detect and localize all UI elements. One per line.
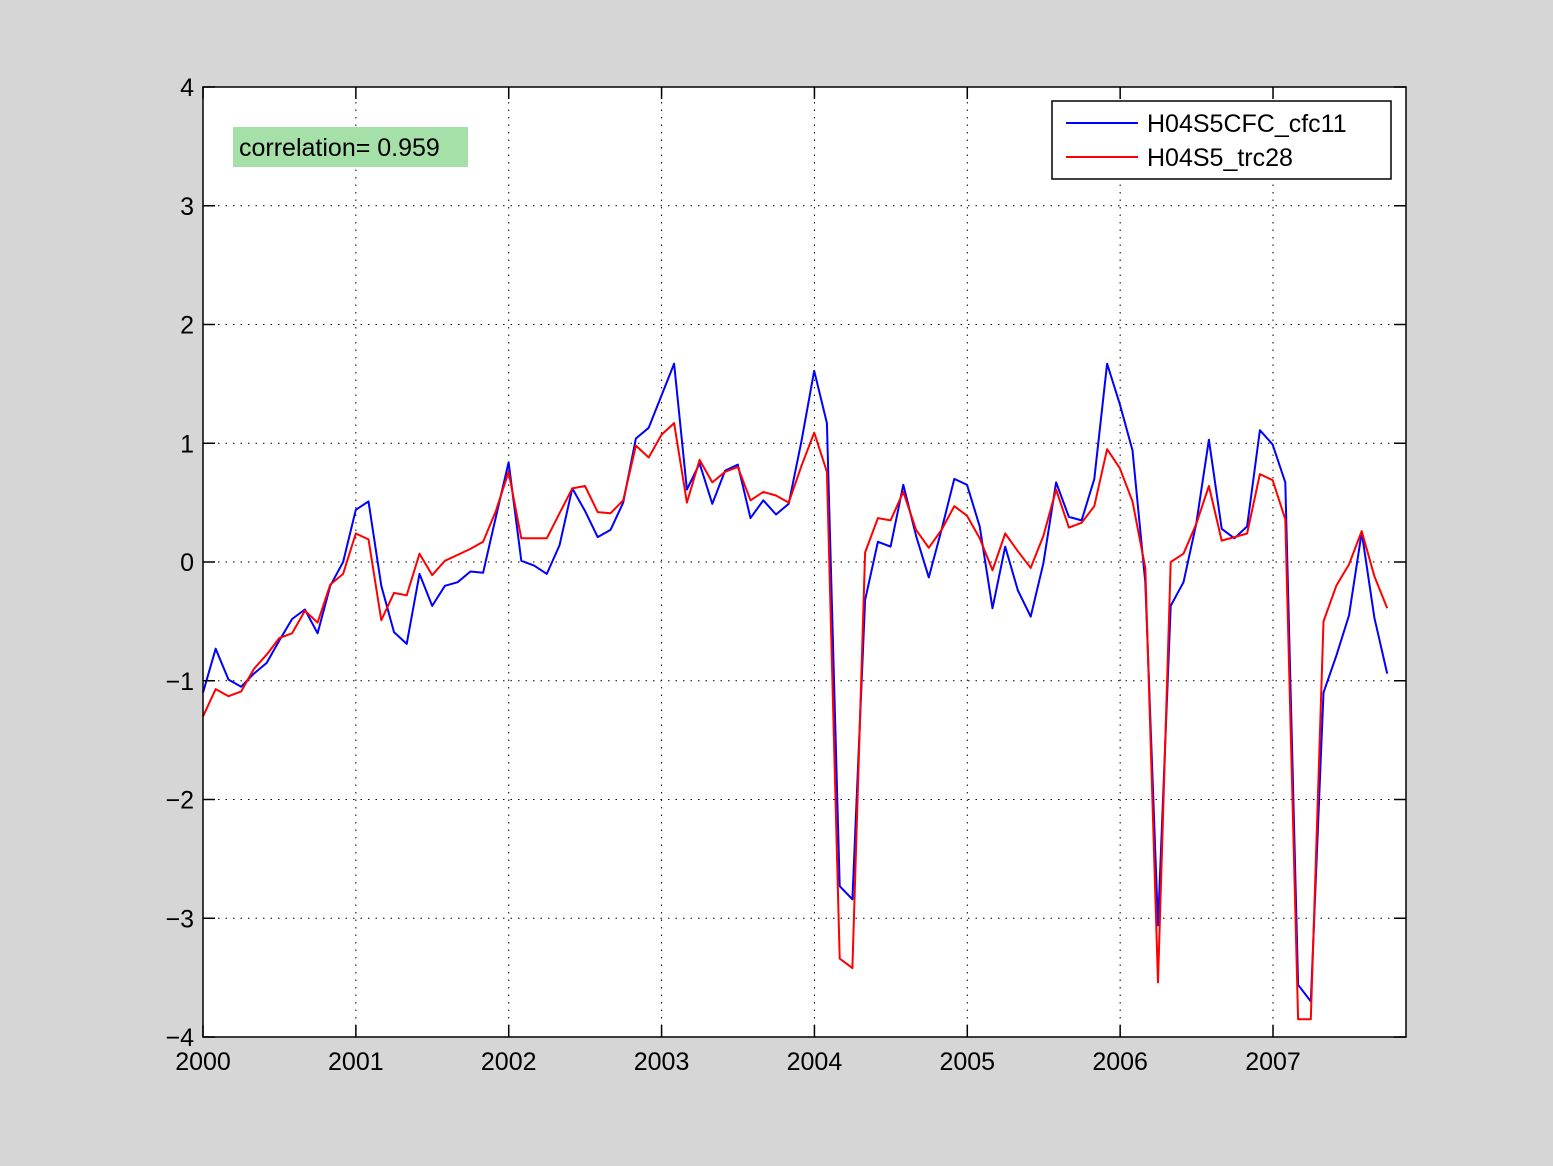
y-tick-label: 1	[180, 430, 194, 458]
series-line-1	[202, 362, 1389, 1003]
legend-label-series-1: H04S5CFC_cfc11	[1147, 110, 1347, 138]
y-tick-label: 3	[180, 193, 194, 221]
annotation-background	[233, 127, 468, 167]
axis-ticks	[202, 86, 1406, 1038]
x-tick-label: 2001	[328, 1048, 384, 1076]
y-tick-label: −3	[165, 905, 194, 933]
y-tick-label: −2	[165, 787, 194, 815]
legend: H04S5CFC_cfc11 H04S5_trc28	[1051, 100, 1392, 180]
x-tick-label: 2004	[787, 1048, 843, 1076]
series-layer	[202, 362, 1389, 1021]
correlation-annotation: correlation= 0.959	[233, 127, 468, 167]
y-tick-label: 4	[180, 74, 194, 102]
x-tick-label: 2000	[175, 1048, 231, 1076]
x-tick-label: 2002	[481, 1048, 537, 1076]
annotation-text: correlation= 0.959	[239, 134, 440, 162]
x-tick-label: 2003	[634, 1048, 690, 1076]
legend-label-series-2: H04S5_trc28	[1147, 144, 1293, 172]
x-axis-tick-labels: 2000 2001 2002 2003 2004 2005 2006 2007	[175, 1048, 1301, 1076]
y-axis-tick-labels: 4 3 2 1 0 −1 −2 −3 −4	[165, 74, 194, 1052]
y-tick-label: −1	[165, 668, 194, 696]
y-tick-label: 2	[180, 312, 194, 340]
x-tick-label: 2007	[1245, 1048, 1301, 1076]
x-tick-label: 2006	[1092, 1048, 1148, 1076]
legend-box	[1051, 100, 1392, 180]
y-tick-label: 0	[180, 549, 194, 577]
y-tick-label: −4	[165, 1024, 194, 1052]
x-tick-label: 2005	[939, 1048, 995, 1076]
series-line-2	[202, 422, 1389, 1021]
